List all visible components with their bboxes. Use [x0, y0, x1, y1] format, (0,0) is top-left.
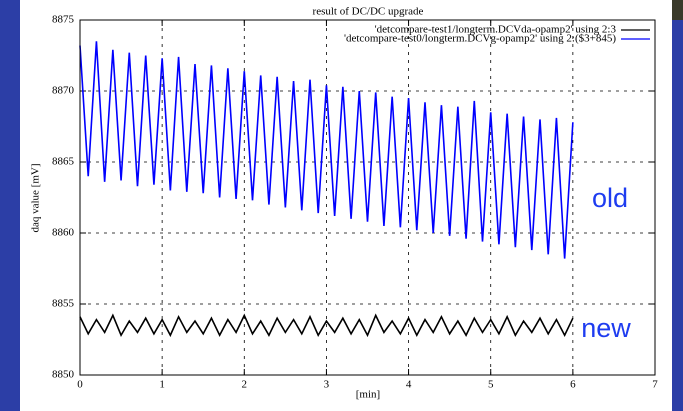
y-tick-label: 8870	[52, 85, 75, 97]
x-tick-label: 4	[406, 379, 412, 391]
annotation: old	[592, 183, 628, 213]
x-axis-label: [min]	[356, 389, 380, 401]
plot-background	[20, 0, 672, 411]
data-line	[79, 313, 574, 338]
annotation: new	[581, 313, 631, 343]
x-tick-label: 5	[488, 379, 494, 391]
y-tick-label: 8850	[52, 369, 75, 381]
legend-label: 'detcompare-test0/longterm.DCVg-opamp2' …	[344, 33, 616, 45]
plot-frame	[79, 19, 656, 376]
x-tick-label: 2	[242, 379, 248, 391]
data-line	[79, 41, 574, 259]
y-tick-label: 8855	[52, 298, 75, 310]
chart-title: result of DC/DC upgrade	[313, 6, 424, 18]
y-tick-label: 8875	[52, 14, 75, 26]
x-tick-label: 3	[324, 379, 330, 391]
x-tick-label: 1	[159, 379, 165, 391]
y-tick-label: 8860	[52, 227, 75, 239]
y-tick-label: 8865	[52, 156, 75, 168]
y-axis-label: daq value [mV]	[30, 163, 42, 232]
legend-label: 'detcompare-test1/longterm.DCVda-opamp2'…	[375, 24, 617, 36]
x-tick-label: 0	[77, 379, 83, 391]
x-tick-label: 7	[652, 379, 658, 391]
x-tick-label: 6	[570, 379, 576, 391]
